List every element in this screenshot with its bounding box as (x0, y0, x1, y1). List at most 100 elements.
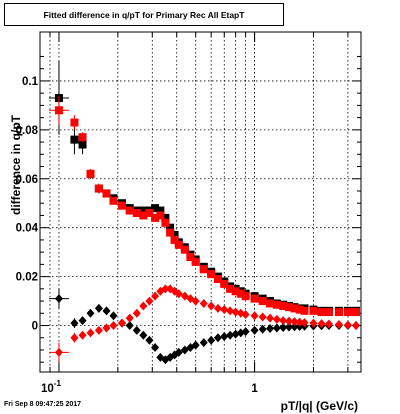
data-point (343, 320, 352, 330)
data-point (285, 316, 294, 326)
data-point (70, 318, 79, 328)
data-point (220, 279, 229, 288)
data-point (117, 318, 126, 328)
data-point (352, 321, 361, 331)
x-tick-label: 10-1 (41, 379, 61, 395)
data-point (54, 294, 63, 304)
data-point (334, 308, 343, 317)
data-point (220, 305, 229, 315)
data-point (241, 310, 250, 320)
data-point (166, 223, 175, 232)
data-point (226, 306, 235, 316)
data-point (86, 308, 95, 318)
data-point (102, 189, 111, 198)
data-point (139, 206, 148, 215)
data-point (231, 329, 240, 339)
data-point (86, 169, 95, 178)
data-point (279, 322, 288, 332)
data-point (54, 106, 63, 115)
y-tick-label: 0.04 (16, 223, 39, 235)
data-point (236, 289, 245, 298)
data-point (191, 257, 200, 266)
data-point (94, 184, 103, 193)
data-point (279, 301, 288, 310)
data-point (220, 332, 229, 342)
data-point (125, 206, 134, 215)
y-tick-label: 0 (32, 321, 38, 333)
data-point (161, 218, 170, 227)
data-point (139, 330, 148, 340)
data-point (109, 196, 118, 205)
data-point (180, 245, 189, 254)
series-1 (48, 95, 361, 317)
data-point (207, 301, 216, 311)
data-point (324, 319, 333, 329)
data-point (250, 294, 259, 303)
data-point (156, 206, 165, 215)
data-point (145, 209, 154, 218)
data-point (231, 307, 240, 317)
y-tick-label: 0.06 (16, 174, 38, 186)
data-point (70, 135, 79, 144)
y-tick-label: 0.02 (16, 272, 38, 284)
data-point (213, 303, 222, 313)
data-point (295, 305, 304, 314)
data-point (199, 299, 208, 309)
data-point (132, 209, 141, 218)
data-point (156, 211, 165, 220)
data-point (266, 299, 275, 308)
data-point (258, 312, 267, 322)
data-point (145, 296, 154, 306)
data-point (109, 321, 118, 331)
data-point (266, 323, 275, 333)
data-point (285, 303, 294, 312)
data-point (186, 253, 195, 262)
data-point (300, 306, 309, 315)
data-point (102, 306, 111, 316)
data-point (241, 327, 250, 337)
data-point (170, 231, 179, 240)
y-tick-label: 0.08 (16, 125, 39, 137)
data-point (207, 270, 216, 279)
data-points (48, 61, 361, 365)
data-point (199, 265, 208, 274)
data-point (174, 289, 183, 299)
data-point (86, 328, 95, 338)
data-point (295, 317, 304, 327)
data-point (132, 308, 141, 318)
data-point (125, 321, 134, 331)
series-3 (48, 284, 361, 363)
y-axis-label: difference in q/pT (9, 114, 23, 215)
data-point (317, 319, 326, 329)
data-point (94, 303, 103, 313)
data-point (132, 325, 141, 335)
chart-title: Fitted difference in q/pT for Primary Re… (4, 3, 284, 26)
data-point (324, 308, 333, 317)
data-point (250, 325, 259, 335)
axes: 10-1 1 0 0.02 0.04 0.06 0.08 0.1 (16, 32, 361, 395)
data-point (78, 133, 87, 142)
data-point (174, 240, 183, 249)
data-point (300, 318, 309, 328)
data-point (290, 317, 299, 327)
data-point (279, 316, 288, 326)
data-point (272, 300, 281, 309)
data-point (309, 306, 318, 315)
data-point (334, 320, 343, 330)
data-point (139, 211, 148, 220)
data-point (174, 347, 183, 357)
y-tick-label: 0.1 (22, 76, 39, 88)
data-point (213, 275, 222, 284)
data-point (102, 323, 111, 333)
data-point (151, 213, 160, 222)
data-point (207, 335, 216, 345)
data-point (78, 316, 87, 326)
data-point (191, 340, 200, 350)
timestamp: Fri Sep 8 09:47:25 2017 (4, 401, 82, 408)
data-point (170, 235, 179, 244)
data-point (317, 308, 326, 317)
data-point (109, 311, 118, 321)
data-point (250, 311, 259, 321)
data-point (352, 308, 361, 317)
